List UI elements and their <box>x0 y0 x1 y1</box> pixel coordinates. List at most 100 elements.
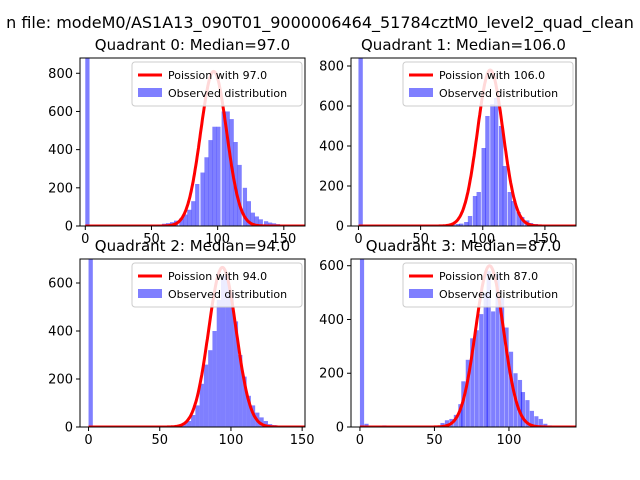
legend-frame <box>402 61 574 107</box>
histogram-bar <box>204 157 209 226</box>
histogram-bar <box>467 216 473 226</box>
y-tick-label: 0 <box>336 421 344 436</box>
histogram-bar <box>263 421 268 427</box>
histogram-bar <box>179 218 184 226</box>
legend-bar-swatch <box>138 289 162 298</box>
histogram-bar <box>85 58 90 226</box>
y-tick-label: 200 <box>319 180 344 195</box>
histogram-bar <box>481 148 486 226</box>
histogram-bar <box>259 417 264 427</box>
histogram-bar <box>237 164 242 226</box>
x-tick-label: 0 <box>84 433 92 448</box>
histogram-bar <box>516 212 521 226</box>
histogram-bar <box>543 423 548 427</box>
histogram-bar <box>520 217 525 226</box>
histogram-bar <box>486 271 491 427</box>
legend-frame <box>131 61 303 107</box>
histogram-bar <box>472 196 478 226</box>
histogram-bar <box>444 420 450 427</box>
subplot-title: Quadrant 0: Median=97.0 <box>95 36 290 54</box>
y-tick-label: 400 <box>319 140 344 155</box>
x-tick-label: 50 <box>426 433 443 448</box>
histogram-bar <box>474 330 479 427</box>
histogram-bar <box>220 275 226 427</box>
y-tick-label: 600 <box>48 105 73 120</box>
x-tick-label: 0 <box>81 232 89 247</box>
histogram-bar <box>525 400 530 427</box>
histogram-bar <box>199 383 204 427</box>
histogram-bar <box>191 201 196 226</box>
histogram-bar <box>483 292 488 427</box>
histogram-bar <box>242 187 248 226</box>
axes-frame <box>350 57 577 227</box>
axes-frame <box>79 57 306 227</box>
subplot-1: 0 50 100 150 0 200 400 600 800 Quadrant 1: Median… <box>319 36 577 247</box>
histogram-bar <box>216 126 221 226</box>
x-tick-label: 150 <box>533 232 558 247</box>
y-tick-label: 400 <box>319 313 344 328</box>
legend-label-poisson: Poission with 97.0 <box>168 69 267 82</box>
x-tick-label: 150 <box>290 433 315 448</box>
histogram-bar <box>182 423 187 427</box>
histogram-bar <box>246 395 251 427</box>
legend: Poission with 97.0 Observed distribution <box>131 61 303 107</box>
histogram-bar <box>485 116 490 226</box>
histogram-bar <box>195 405 200 427</box>
y-tick-label: 0 <box>336 220 344 235</box>
legend-label-observed: Observed distribution <box>439 87 558 100</box>
legend-label-poisson: Poission with 94.0 <box>168 270 267 283</box>
x-tick-label: 50 <box>143 232 160 247</box>
legend-frame <box>131 262 303 308</box>
figure-title: n file: modeM0/AS1A13_090T01_9000006464_… <box>6 13 634 32</box>
histogram-bar <box>359 259 365 427</box>
y-tick-label: 200 <box>48 373 73 388</box>
y-tick-label: 800 <box>319 60 344 75</box>
legend-label-observed: Observed distribution <box>168 288 287 301</box>
y-tick-label: 600 <box>48 277 73 292</box>
histogram-bar <box>364 423 369 427</box>
subplot-title: Quadrant 3: Median=87.0 <box>366 237 561 255</box>
histogram-bar <box>195 184 200 226</box>
histogram-bar <box>358 58 363 226</box>
x-tick-label: 100 <box>497 433 522 448</box>
histogram-bar <box>470 338 475 427</box>
histogram-bar <box>459 223 464 226</box>
y-tick-label: 600 <box>319 259 344 274</box>
histogram-bar <box>493 98 499 226</box>
histogram-bar <box>225 273 230 427</box>
legend-label-observed: Observed distribution <box>439 288 558 301</box>
histogram-bar <box>458 404 463 427</box>
histogram-bar <box>208 350 213 427</box>
histogram-bar <box>258 219 263 226</box>
subplot-title: Quadrant 2: Median=94.0 <box>95 237 290 255</box>
legend: Poission with 94.0 Observed distribution <box>131 262 303 308</box>
histogram-bar <box>464 222 469 226</box>
legend: Poission with 106.0 Observed distribution <box>402 61 574 107</box>
histogram-bar <box>479 314 484 427</box>
histogram-bar <box>508 351 514 427</box>
histogram-bar <box>495 273 500 427</box>
histogram-bar <box>229 292 234 427</box>
y-tick-label: 400 <box>48 143 73 158</box>
histogram-bar <box>88 259 93 427</box>
histogram-bar <box>186 421 192 427</box>
histogram-bar <box>267 222 273 226</box>
x-tick-label: 150 <box>271 232 296 247</box>
histogram-bar <box>200 172 205 226</box>
histogram-bar <box>246 201 251 226</box>
histogram-bar <box>517 379 523 427</box>
histogram-bar <box>500 297 505 427</box>
histogram-bar <box>250 212 255 226</box>
histogram-bar <box>208 140 213 226</box>
legend-bar-swatch <box>138 88 162 97</box>
y-tick-label: 0 <box>65 421 73 436</box>
histogram-bar <box>455 224 460 226</box>
legend-label-poisson: Poission with 106.0 <box>439 69 545 82</box>
histogram-bar <box>534 416 539 427</box>
histogram-bar <box>476 192 481 226</box>
axes-frame <box>79 258 306 428</box>
histogram-bar <box>225 111 230 226</box>
histogram-bar <box>191 415 196 427</box>
y-tick-label: 0 <box>65 220 73 235</box>
histogram-bar <box>221 111 226 226</box>
